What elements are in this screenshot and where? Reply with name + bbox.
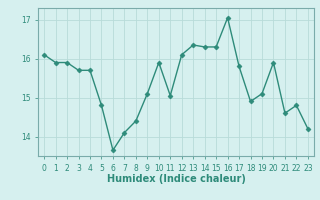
X-axis label: Humidex (Indice chaleur): Humidex (Indice chaleur) <box>107 174 245 184</box>
